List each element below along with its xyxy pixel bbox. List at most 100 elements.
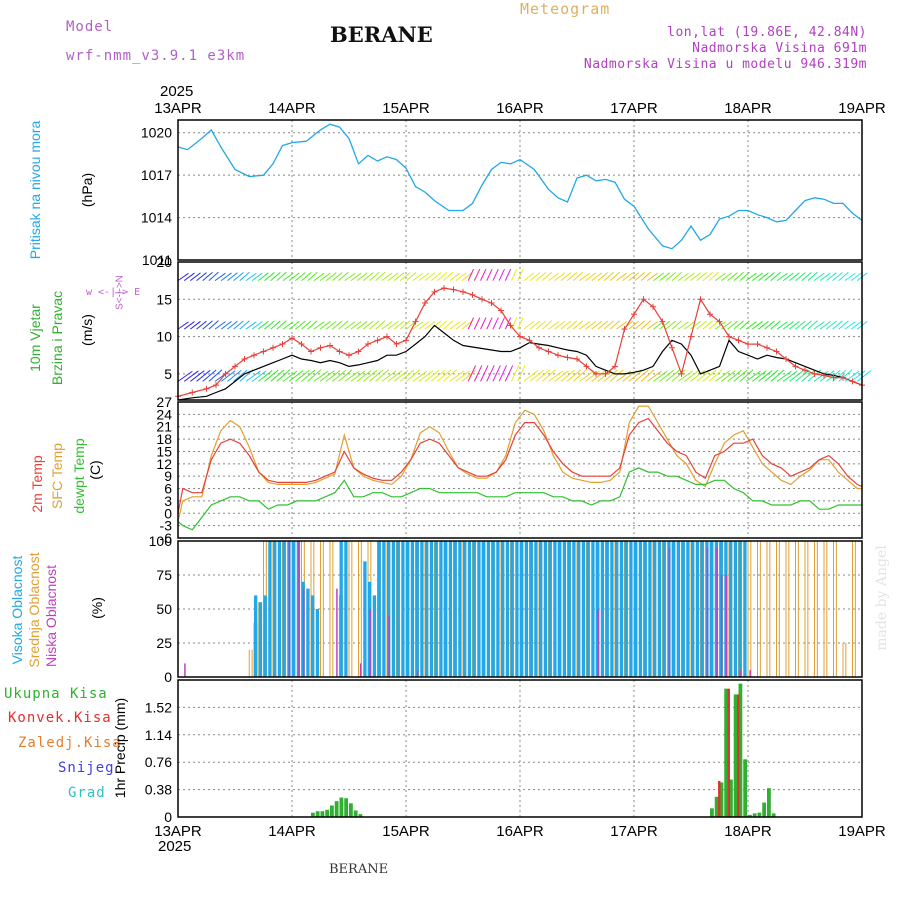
precip-total-bar (762, 802, 767, 817)
wind-arrow (430, 272, 442, 282)
wind-arrow (239, 271, 250, 282)
wind-arrow (424, 370, 440, 382)
wind-arrow (826, 272, 837, 282)
bottom-date-label: 13APR (154, 823, 202, 840)
cloud-mid-bar (814, 541, 818, 677)
cloud-high-bar (534, 541, 538, 677)
cloud-low-bar (716, 547, 718, 677)
wind-arrow (504, 268, 512, 281)
wind-arrow (239, 320, 250, 330)
wind-arrow (838, 320, 849, 330)
cloud-high-bar (292, 541, 296, 677)
y-tick-label: 9 (164, 468, 172, 484)
wind-arrow (838, 369, 853, 382)
legend-total-rain: Ukupna Kisa (4, 686, 108, 702)
wind-arrow (418, 370, 434, 382)
wind-arrow (375, 271, 386, 282)
legend-convective-rain: Konvek.Kisa (8, 710, 112, 726)
wind-arrow (214, 321, 226, 330)
top-date-label: 14APR (268, 100, 316, 117)
wind-arrow (356, 320, 368, 330)
gust-marker (279, 341, 286, 348)
cloud-high-bar (448, 541, 453, 677)
cloud-high-bar (553, 541, 557, 677)
y-tick-label: 0 (164, 809, 172, 825)
y-tick-label: 0.76 (145, 754, 172, 770)
cloud-high-bar (467, 541, 472, 677)
wind-arrow (270, 271, 281, 282)
gust-marker (640, 296, 647, 303)
y-tick-label: 18 (156, 431, 172, 447)
panels: 10111014101710205101520-6-30369121518212… (141, 119, 872, 825)
cloud-high-bar (586, 541, 590, 677)
cloud-high-bar (429, 541, 434, 677)
wind-arrow (634, 320, 646, 330)
gust-marker (260, 348, 267, 355)
gust-marker (650, 303, 656, 310)
gust-marker (621, 326, 628, 333)
wind-arrow (399, 272, 411, 282)
wind-arrow (591, 370, 606, 382)
bottom-date-label: 19APR (838, 823, 886, 840)
wind-arrow (745, 272, 757, 282)
precip-total-bar (339, 797, 344, 817)
wind-arrow (702, 271, 713, 282)
cloud-high-bar (548, 541, 552, 677)
wind-arrow (560, 369, 575, 382)
bottom-date-axis: 13APR 14APR 15APR 16APR 17APR 18APR 19APR (154, 823, 886, 840)
wind-arrow (183, 272, 195, 282)
cloud-high-bar (572, 541, 576, 677)
cloud-high-bar (524, 541, 529, 677)
y-tick-label: 24 (156, 406, 172, 422)
cloud-high-bar (624, 541, 628, 677)
wind-arrow (628, 369, 643, 382)
wind-arrow (227, 320, 238, 330)
wind-arrow (480, 365, 489, 382)
wind-arrow (220, 321, 232, 330)
wind-arrow (850, 370, 866, 382)
precip-total-bar (349, 803, 353, 817)
wind-arrow (640, 369, 655, 382)
precip-total-bar (733, 694, 738, 817)
cloud-mid-bar (757, 541, 761, 677)
gust-marker (678, 370, 685, 377)
panel-border (177, 401, 863, 539)
precip-total-bar (729, 779, 733, 817)
cloud-high-bar (638, 541, 643, 677)
cloud-high-bar (520, 541, 524, 677)
cloud-high-bar (662, 541, 666, 677)
year-top-label: 2025 (160, 83, 194, 100)
wind-arrow (301, 320, 312, 330)
wind-arrow (504, 365, 514, 382)
gust-marker (811, 370, 818, 377)
wind-arrow (801, 271, 812, 282)
wind-arrow (579, 370, 594, 382)
cloud-high-bar (382, 541, 386, 677)
wind-arrow (832, 272, 843, 282)
precip-total-bar (334, 801, 339, 817)
gust-marker (792, 363, 799, 370)
y-tick-label: 27 (156, 394, 172, 410)
wind-arrow (257, 370, 273, 382)
wind-arrow (467, 317, 475, 330)
wind-arrow (288, 272, 300, 282)
cloud-mid-bar (358, 541, 362, 677)
wind-arrow (362, 272, 374, 282)
wind-arrow (332, 320, 343, 330)
wind-arrow (560, 272, 572, 282)
gust-marker (517, 333, 523, 340)
wind-arrow (245, 321, 257, 330)
wind-arrow (819, 272, 831, 282)
wind-arrow (455, 370, 471, 382)
wind-arrow (270, 369, 285, 382)
wind-arrow (288, 370, 304, 382)
wind-arrow (807, 320, 818, 330)
wind-arrow (443, 271, 454, 282)
wind-arrow (319, 272, 331, 282)
wind-arrow (350, 272, 362, 282)
precip-total-bar (358, 814, 363, 817)
gust-marker (365, 341, 371, 348)
gust-marker (298, 341, 305, 348)
wind-arrow (381, 370, 397, 382)
y-tick-label: 3 (164, 493, 172, 509)
